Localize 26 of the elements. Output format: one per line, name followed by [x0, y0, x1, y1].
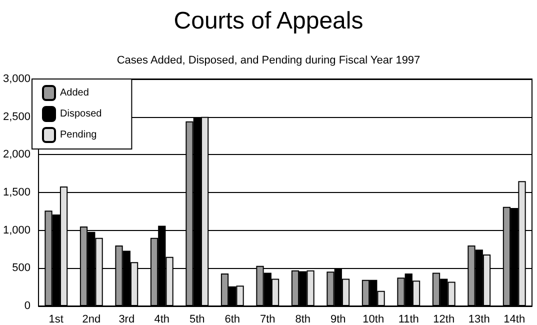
x-tick-label: 13th [468, 314, 490, 325]
chart-title: Courts of Appeals [174, 8, 364, 34]
y-tick-label: 1,500 [2, 186, 31, 198]
x-tick-label: 4th [154, 314, 170, 325]
x-tick-label: 12th [433, 314, 455, 325]
x-tick-label: 8th [295, 314, 311, 325]
y-tick-label: 3,000 [2, 73, 31, 85]
y-tick-label: 2,000 [2, 148, 31, 161]
y-tick-label: 1,000 [2, 224, 31, 236]
legend-label: Disposed [60, 108, 102, 120]
x-tick-label: 2nd [82, 314, 101, 325]
legend-label: Added [60, 88, 89, 98]
x-tick-label: 1st [48, 314, 64, 325]
y-tick-label: 500 [12, 262, 31, 274]
x-tick-label: 6th [224, 314, 240, 325]
legend-label: Pending [60, 130, 97, 140]
x-tick-label: 3rd [118, 314, 135, 325]
x-tick-label: 14th [504, 314, 526, 325]
x-tick-label: 11th [398, 314, 419, 325]
y-tick-label: 0 [24, 300, 31, 312]
x-tick-label: 10th [362, 314, 384, 325]
y-tick-label: 2,500 [2, 110, 31, 123]
x-tick-label: 7th [260, 314, 276, 325]
x-tick-label: 5th [189, 314, 205, 325]
chart-subtitle: Cases Added, Disposed, and Pending during Fiscal Year 1997 [116, 54, 420, 66]
x-tick-label: 9th [330, 314, 346, 325]
